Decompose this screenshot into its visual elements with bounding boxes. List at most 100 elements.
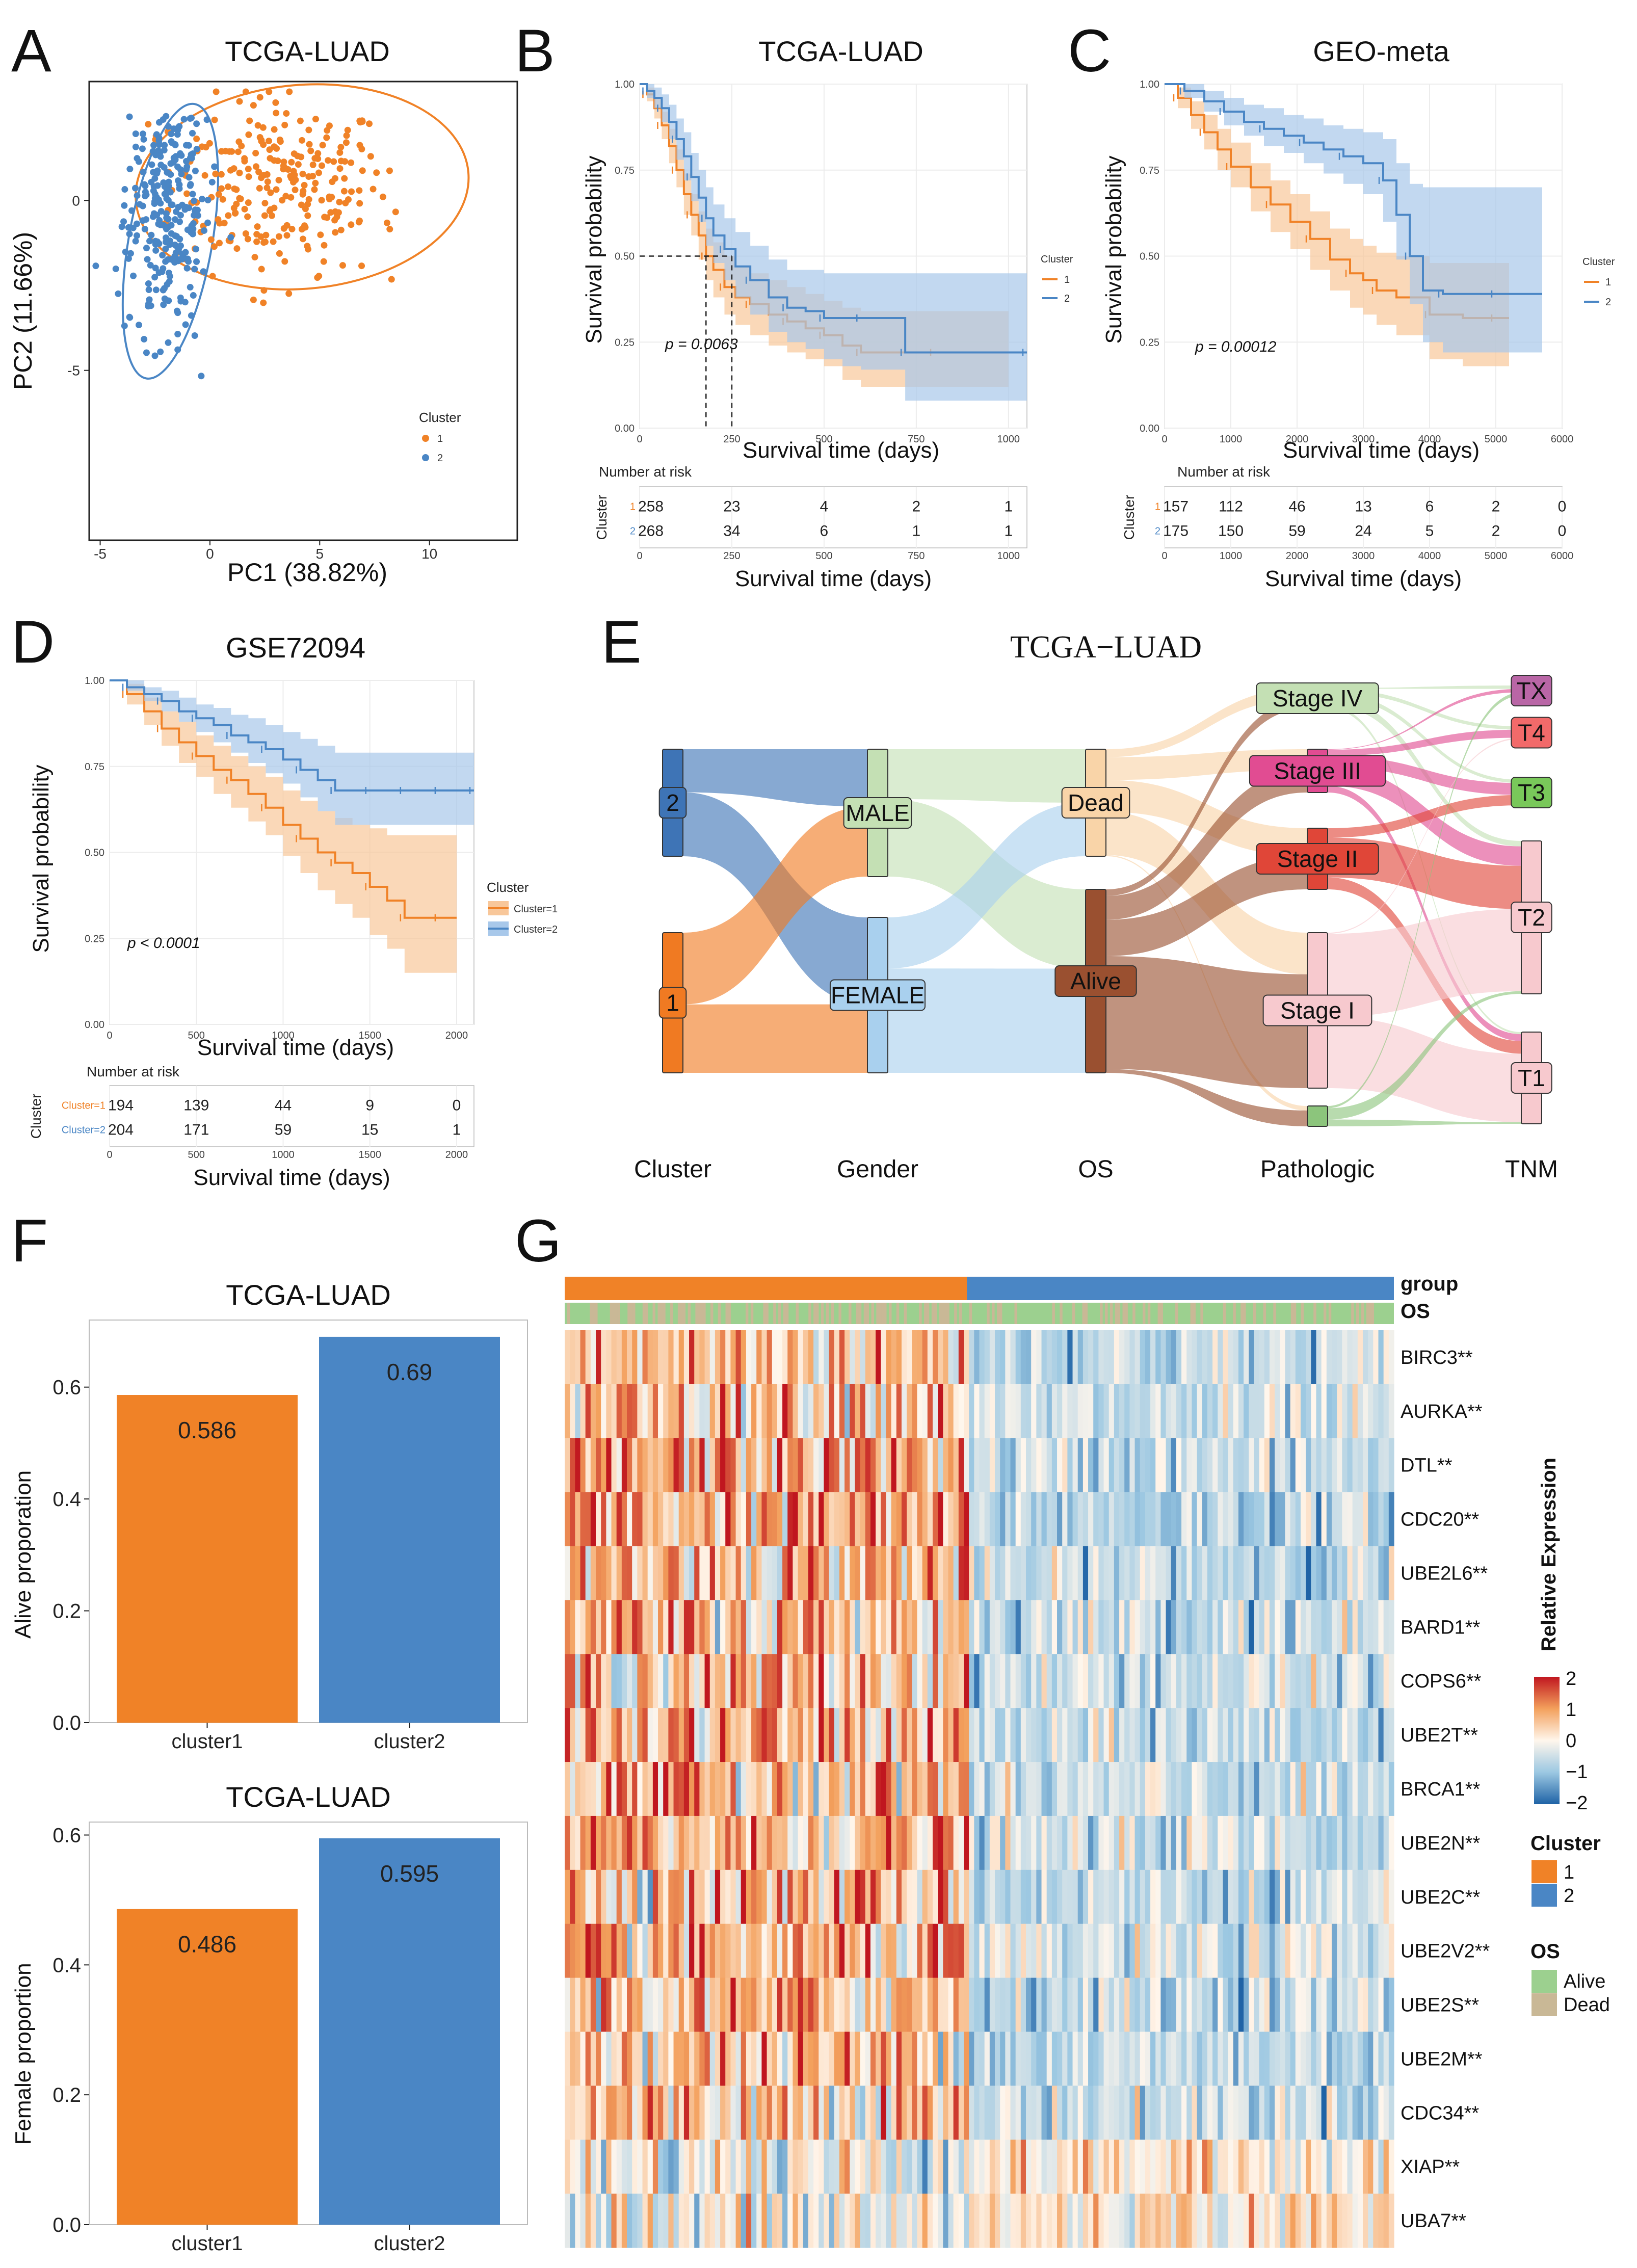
heatmap-cell xyxy=(1145,1384,1151,1439)
heatmap-cell xyxy=(850,1438,856,1493)
sankey-node-label-box-t3 xyxy=(1511,777,1552,808)
heatmap-cell xyxy=(1352,1438,1358,1493)
heatmap-cell xyxy=(1233,1438,1239,1493)
pca-point-cluster-2 xyxy=(174,331,181,338)
heatmap-cell xyxy=(1362,2086,1368,2140)
heatmap-cell xyxy=(876,1438,881,1493)
risk-value: 1 xyxy=(1004,522,1013,539)
heatmap-cell xyxy=(927,1869,933,1924)
heatmap-cell xyxy=(1046,1815,1052,1870)
heatmap-gene-label: BRCA1** xyxy=(1401,1779,1480,1800)
heatmap-cell xyxy=(1176,1654,1182,1708)
heatmap-cell xyxy=(1378,2140,1384,2194)
heatmap-cell xyxy=(1285,1438,1291,1493)
heatmap-cell xyxy=(834,2032,840,2086)
heatmap-cell xyxy=(772,2086,778,2140)
heatmap-cell xyxy=(1181,2194,1187,2248)
heatmap-cell xyxy=(1321,2032,1327,2086)
heatmap-cell xyxy=(704,1762,710,1816)
heatmap-cell xyxy=(989,1654,995,1708)
heatmap-cell xyxy=(1015,1708,1021,1762)
heatmap-cell xyxy=(1357,1330,1363,1385)
pca-point-cluster-1 xyxy=(216,240,223,247)
heatmap-cell xyxy=(1342,1438,1348,1493)
panel-label-e: E xyxy=(601,609,642,676)
heatmap-cell xyxy=(720,1654,726,1708)
heatmap-cell xyxy=(1197,1384,1203,1439)
heatmap-cell xyxy=(1010,1762,1016,1816)
heatmap-cell xyxy=(1254,1600,1260,1654)
heatmap-cell xyxy=(1067,1330,1073,1385)
heatmap-cell xyxy=(943,2086,949,2140)
heatmap-cell xyxy=(1249,1492,1255,1547)
heatmap-cell xyxy=(1129,1438,1136,1493)
heatmap-cell xyxy=(1129,1923,1136,1979)
pca-point-cluster-1 xyxy=(281,121,288,128)
heatmap-cell xyxy=(611,2194,617,2248)
heatmap-cell xyxy=(1238,1492,1244,1547)
heatmap-os-dead-cell xyxy=(858,1303,862,1324)
heatmap-cell xyxy=(1373,1708,1379,1762)
heatmap-os-dead-cell xyxy=(1263,1303,1266,1324)
panel-label-b: B xyxy=(515,17,555,85)
heatmap-cell xyxy=(907,1977,912,2033)
heatmap-cell xyxy=(616,2032,622,2086)
heatmap-os-dead-cell xyxy=(660,1303,663,1324)
heatmap-cell xyxy=(1166,1438,1172,1493)
pca-point-cluster-1 xyxy=(267,189,274,196)
heatmap-cell xyxy=(668,2086,674,2140)
heatmap-cell xyxy=(699,1708,705,1762)
heatmap-cell xyxy=(1285,1869,1291,1924)
heatmap-cell xyxy=(953,2086,959,2140)
heatmap-os-dead-cell xyxy=(1371,1303,1375,1324)
heatmap-cell xyxy=(984,1438,990,1493)
heatmap-cell xyxy=(647,1708,653,1762)
heatmap-cell xyxy=(689,1977,695,2033)
heatmap-cell xyxy=(793,2032,799,2086)
heatmap-cell xyxy=(1368,1654,1374,1708)
heatmap-cell xyxy=(1155,1977,1161,2033)
heatmap-cell xyxy=(922,1762,928,1816)
heatmap-cell xyxy=(1300,1654,1306,1708)
heatmap-cell xyxy=(1259,1869,1265,1924)
heatmap-os-dead-cell xyxy=(1293,1303,1297,1324)
heatmap-cell xyxy=(621,1977,627,2033)
heatmap-cell xyxy=(938,1654,943,1708)
heatmap-cell xyxy=(606,1977,612,2033)
heatmap-cell xyxy=(1176,1708,1182,1762)
heatmap-cell xyxy=(974,1600,980,1654)
heatmap-cell xyxy=(1202,1815,1208,1870)
heatmap-cell xyxy=(596,1923,601,1979)
heatmap-cell xyxy=(1051,1384,1058,1439)
heatmap-cell xyxy=(1124,1977,1130,2033)
heatmap-cell xyxy=(824,1384,830,1439)
heatmap-cell xyxy=(1285,1923,1291,1979)
heatmap-cell xyxy=(1067,1600,1073,1654)
heatmap-cell xyxy=(1145,1654,1151,1708)
heatmap-cell xyxy=(1311,1492,1317,1547)
heatmap-cell xyxy=(668,2140,674,2194)
heatmap-cell xyxy=(798,2086,804,2140)
heatmap-cell xyxy=(1342,1654,1348,1708)
heatmap-cell xyxy=(632,1654,638,1708)
pca-point-cluster-1 xyxy=(276,250,283,257)
heatmap-cell xyxy=(647,1869,653,1924)
heatmap-cell xyxy=(611,1815,617,1870)
risk-xtick-label: 250 xyxy=(723,550,740,562)
pca-ytick-label: -5 xyxy=(67,363,80,379)
heatmap-cell xyxy=(632,1815,638,1870)
heatmap-cell xyxy=(627,1330,632,1385)
heatmap-cell xyxy=(575,1492,581,1547)
heatmap-cell xyxy=(1124,1600,1130,1654)
heatmap-cell xyxy=(1150,2032,1156,2086)
heatmap-cell xyxy=(829,2086,835,2140)
heatmap-cell xyxy=(1072,1330,1078,1385)
heatmap-cell xyxy=(995,2032,1000,2086)
heatmap-cell xyxy=(1316,1815,1322,1870)
risk-value: 0 xyxy=(1558,498,1567,515)
heatmap-cell xyxy=(575,1923,581,1979)
pca-point-cluster-1 xyxy=(275,176,282,183)
heatmap-cell xyxy=(1326,1923,1332,1979)
panel-label-a: A xyxy=(11,17,51,85)
heatmap-cell xyxy=(1176,1330,1182,1385)
